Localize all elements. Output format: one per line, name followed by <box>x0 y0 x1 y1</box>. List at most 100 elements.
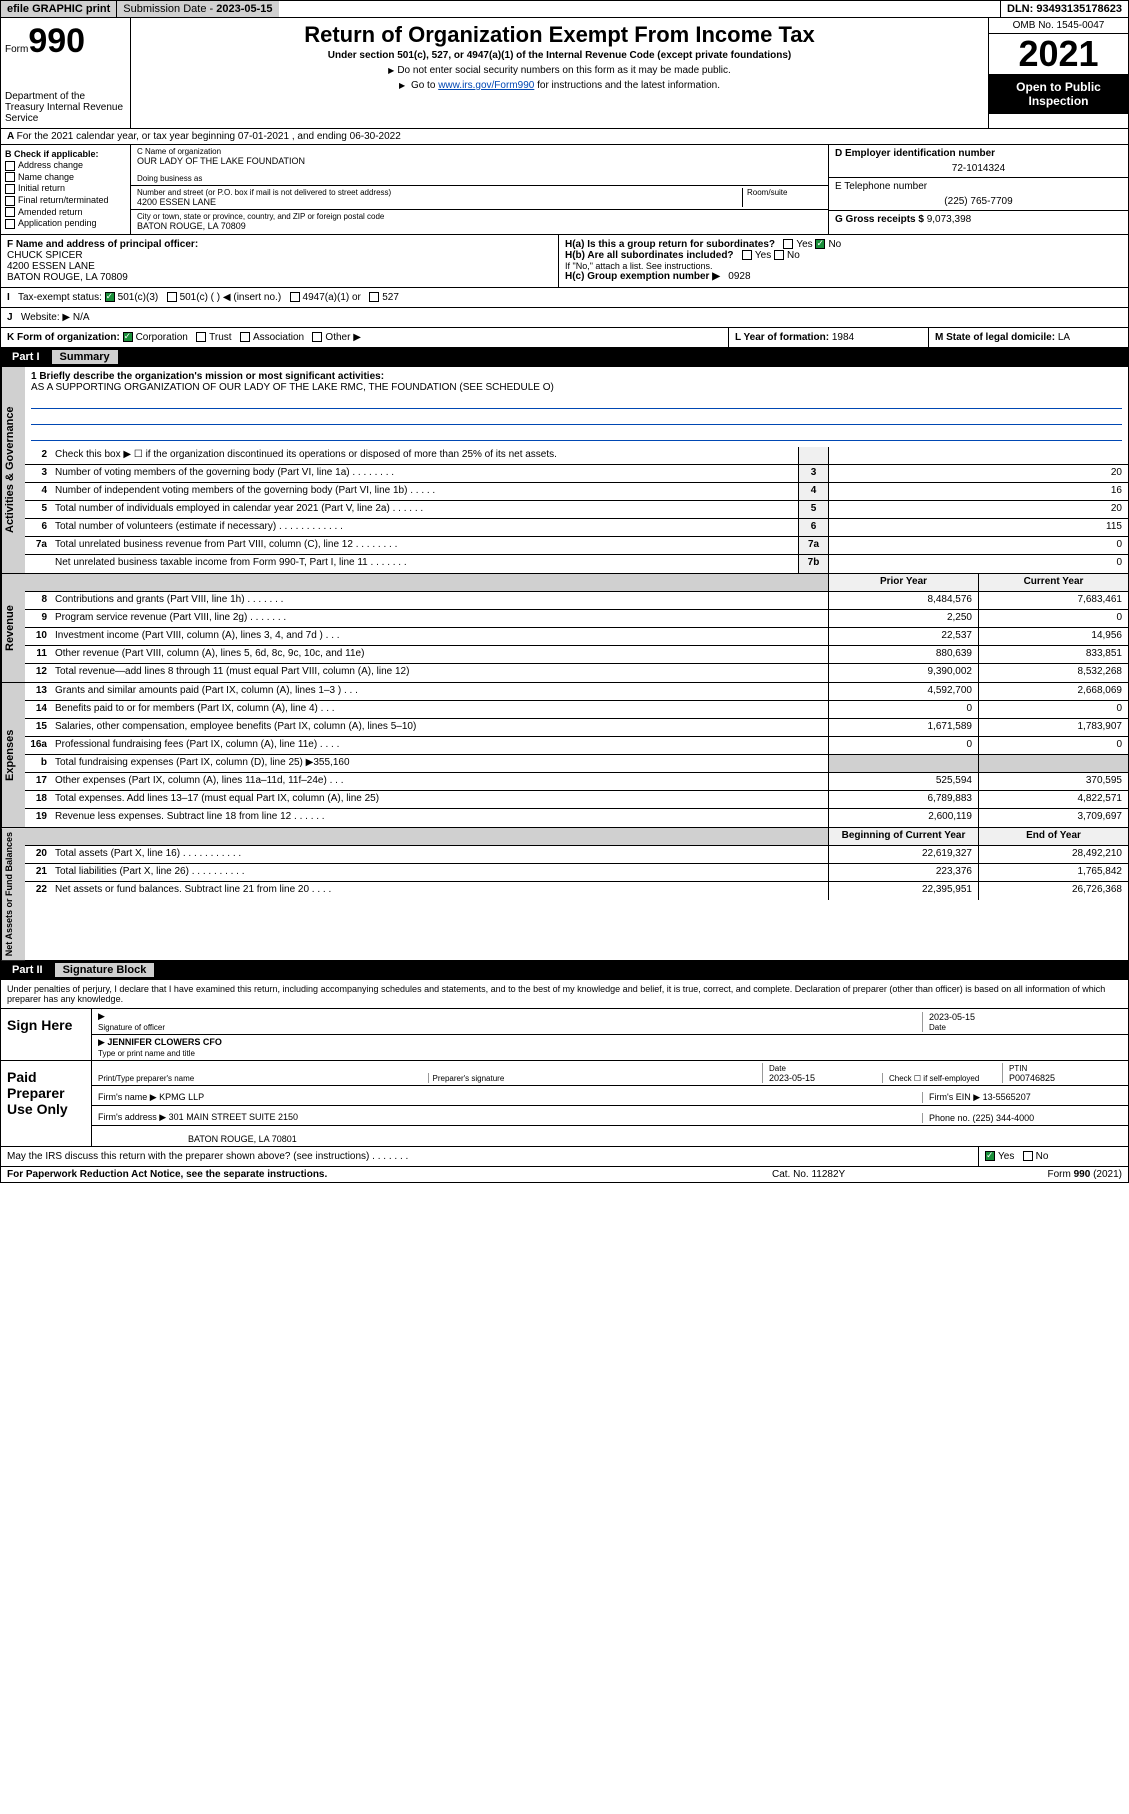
cb-501c3[interactable] <box>105 292 115 302</box>
footer-form: Form 990 (2021) <box>972 1169 1122 1180</box>
cb-amended[interactable]: Amended return <box>5 207 126 218</box>
sign-here-row: Sign Here ▶Signature of officer 2023-05-… <box>0 1009 1129 1061</box>
table-row: 5Total number of individuals employed in… <box>25 501 1128 519</box>
klm-row: K Form of organization: Corporation Trus… <box>0 328 1129 348</box>
cb-discuss-yes[interactable] <box>985 1151 995 1161</box>
mission-block: 1 Briefly describe the organization's mi… <box>25 367 1128 447</box>
footer-left: For Paperwork Reduction Act Notice, see … <box>7 1169 772 1180</box>
efile-label: efile GRAPHIC print <box>1 1 116 17</box>
officer-signature[interactable]: ▶Signature of officer <box>98 1011 922 1032</box>
table-row: 22Net assets or fund balances. Subtract … <box>25 882 1128 900</box>
box-h: H(a) Is this a group return for subordin… <box>558 235 1128 287</box>
phone: (225) 765-7709 <box>835 196 1122 207</box>
box-l: L Year of formation: 1984 <box>728 328 928 347</box>
cb-initial-return[interactable]: Initial return <box>5 183 126 194</box>
box-j: J Website: ▶ N/A <box>1 308 1128 327</box>
addr-cell: Number and street (or P.O. box if mail i… <box>131 186 828 210</box>
table-row: 3Number of voting members of the governi… <box>25 465 1128 483</box>
firm-address: 301 MAIN STREET SUITE 2150 <box>169 1112 298 1122</box>
omb-number: OMB No. 1545-0047 <box>989 18 1128 34</box>
table-row: 19Revenue less expenses. Subtract line 1… <box>25 809 1128 827</box>
revenue-label: Revenue <box>1 574 25 682</box>
table-row: 11Other revenue (Part VIII, column (A), … <box>25 646 1128 664</box>
box-g: G Gross receipts $ 9,073,398 <box>829 211 1128 228</box>
form-header: Form990 Department of the Treasury Inter… <box>0 18 1129 129</box>
header-mid: Return of Organization Exempt From Incom… <box>131 18 988 128</box>
cb-app-pending[interactable]: Application pending <box>5 218 126 229</box>
website: N/A <box>73 312 90 323</box>
table-row: 7aTotal unrelated business revenue from … <box>25 537 1128 555</box>
open-inspection: Open to Public Inspection <box>989 74 1128 114</box>
table-row: 21Total liabilities (Part X, line 26) . … <box>25 864 1128 882</box>
table-row: 17Other expenses (Part IX, column (A), l… <box>25 773 1128 791</box>
tax-year: 2021 <box>989 34 1128 74</box>
f-h-row: F Name and address of principal officer:… <box>0 235 1129 288</box>
firm-ein: 13-5565207 <box>983 1092 1031 1102</box>
netassets-section: Net Assets or Fund Balances Beginning of… <box>0 828 1129 961</box>
note-ssn: Do not enter social security numbers on … <box>139 65 980 76</box>
table-row: 13Grants and similar amounts paid (Part … <box>25 683 1128 701</box>
table-row: 10Investment income (Part VIII, column (… <box>25 628 1128 646</box>
table-row: 2Check this box ▶ ☐ if the organization … <box>25 447 1128 465</box>
dept-label: Department of the Treasury Internal Reve… <box>5 91 126 124</box>
header-left: Form990 Department of the Treasury Inter… <box>1 18 131 128</box>
cb-final-return[interactable]: Final return/terminated <box>5 195 126 206</box>
cb-address-change[interactable]: Address change <box>5 160 126 171</box>
table-row: 16aProfessional fundraising fees (Part I… <box>25 737 1128 755</box>
box-d: D Employer identification number 72-1014… <box>829 145 1128 178</box>
table-row: Net unrelated business taxable income fr… <box>25 555 1128 573</box>
table-row: 18Total expenses. Add lines 13–17 (must … <box>25 791 1128 809</box>
sig-declaration: Under penalties of perjury, I declare th… <box>0 979 1129 1009</box>
footer: For Paperwork Reduction Act Notice, see … <box>0 1167 1129 1183</box>
rev-col-header: Prior Year Current Year <box>25 574 1128 592</box>
governance-label: Activities & Governance <box>1 367 25 573</box>
officer-name-print: ▶ JENNIFER CLOWERS CFOType or print name… <box>98 1037 1122 1058</box>
header-right: OMB No. 1545-0047 2021 Open to Public In… <box>988 18 1128 128</box>
org-address: 4200 ESSEN LANE <box>137 197 742 207</box>
table-row: 12Total revenue—add lines 8 through 11 (… <box>25 664 1128 682</box>
table-row: 15Salaries, other compensation, employee… <box>25 719 1128 737</box>
table-row: 4Number of independent voting members of… <box>25 483 1128 501</box>
paid-preparer-label: Paid Preparer Use Only <box>1 1061 91 1146</box>
box-f: F Name and address of principal officer:… <box>1 235 558 287</box>
firm-name: KPMG LLP <box>159 1092 204 1102</box>
cb-name-change[interactable]: Name change <box>5 172 126 183</box>
ein: 72-1014324 <box>835 163 1122 174</box>
form-subtitle: Under section 501(c), 527, or 4947(a)(1)… <box>139 50 980 61</box>
j-row: J Website: ▶ N/A <box>0 308 1129 328</box>
sign-date: 2023-05-15Date <box>922 1012 1122 1032</box>
city-cell: City or town, state or province, country… <box>131 210 828 233</box>
netassets-label: Net Assets or Fund Balances <box>1 828 25 960</box>
dln: DLN: 93493135178623 <box>1000 1 1128 17</box>
ptin: P00746825 <box>1009 1073 1055 1083</box>
form-title: Return of Organization Exempt From Incom… <box>139 22 980 48</box>
footer-cat: Cat. No. 11282Y <box>772 1169 972 1180</box>
box-b: B Check if applicable: Address change Na… <box>1 145 131 234</box>
entity-block: B Check if applicable: Address change Na… <box>0 145 1129 235</box>
group-exemption: 0928 <box>728 271 750 282</box>
box-m: M State of legal domicile: LA <box>928 328 1128 347</box>
entity-right: D Employer identification number 72-1014… <box>828 145 1128 234</box>
irs-link[interactable]: www.irs.gov/Form990 <box>438 80 534 91</box>
na-col-header: Beginning of Current Year End of Year <box>25 828 1128 846</box>
table-row: 8Contributions and grants (Part VIII, li… <box>25 592 1128 610</box>
mission-text: AS A SUPPORTING ORGANIZATION OF OUR LADY… <box>31 382 554 393</box>
org-city: BATON ROUGE, LA 70809 <box>137 221 822 231</box>
discuss-row: May the IRS discuss this return with the… <box>0 1147 1129 1167</box>
expenses-label: Expenses <box>1 683 25 827</box>
i-row: I Tax-exempt status: 501(c)(3) 501(c) ( … <box>0 288 1129 308</box>
revenue-section: Revenue Prior Year Current Year 8Contrib… <box>0 574 1129 683</box>
officer-name: CHUCK SPICER <box>7 250 83 261</box>
gross-receipts: 9,073,398 <box>927 214 972 225</box>
table-row: 14Benefits paid to or for members (Part … <box>25 701 1128 719</box>
submission-date: Submission Date - 2023-05-15 <box>116 1 278 17</box>
table-row: bTotal fundraising expenses (Part IX, co… <box>25 755 1128 773</box>
cb-corporation[interactable] <box>123 332 133 342</box>
form-number: Form990 <box>5 22 126 61</box>
table-row: 20Total assets (Part X, line 16) . . . .… <box>25 846 1128 864</box>
org-name-cell: C Name of organization OUR LADY OF THE L… <box>131 145 828 186</box>
sign-here-label: Sign Here <box>1 1009 91 1060</box>
box-k: K Form of organization: Corporation Trus… <box>1 328 728 347</box>
governance-section: Activities & Governance 1 Briefly descri… <box>0 366 1129 574</box>
firm-phone: (225) 344-4000 <box>973 1113 1035 1123</box>
